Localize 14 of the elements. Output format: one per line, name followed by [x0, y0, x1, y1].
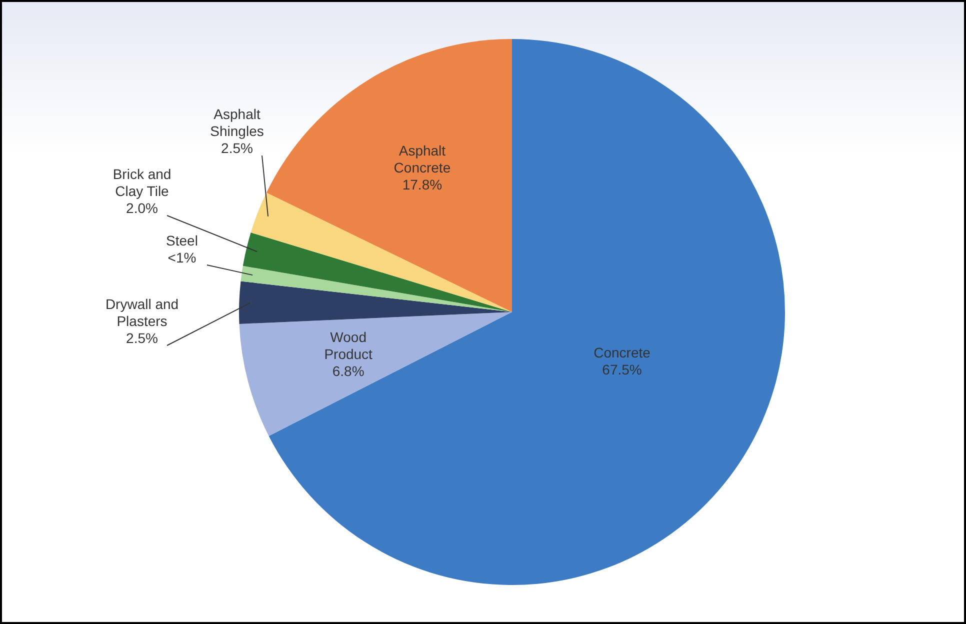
data-label: 2.5%	[126, 330, 158, 346]
slice-label: Wood Product	[324, 328, 373, 362]
data-label: 17.8%	[402, 176, 442, 192]
slice-label: Asphalt Concrete	[394, 142, 451, 176]
slice-label: Concrete	[594, 344, 651, 360]
slice-label: Drywall and Plasters	[105, 296, 179, 329]
slice-label: Steel	[166, 232, 198, 248]
data-label: 6.8%	[332, 362, 364, 379]
data-label: 2.0%	[126, 200, 158, 216]
slice-label: Asphalt Shingles	[210, 106, 264, 139]
data-label: 2.5%	[221, 140, 253, 156]
slice-label: Brick and Clay Tile	[112, 166, 172, 199]
data-label: 67.5%	[602, 361, 642, 378]
data-label: <1%	[168, 249, 196, 266]
